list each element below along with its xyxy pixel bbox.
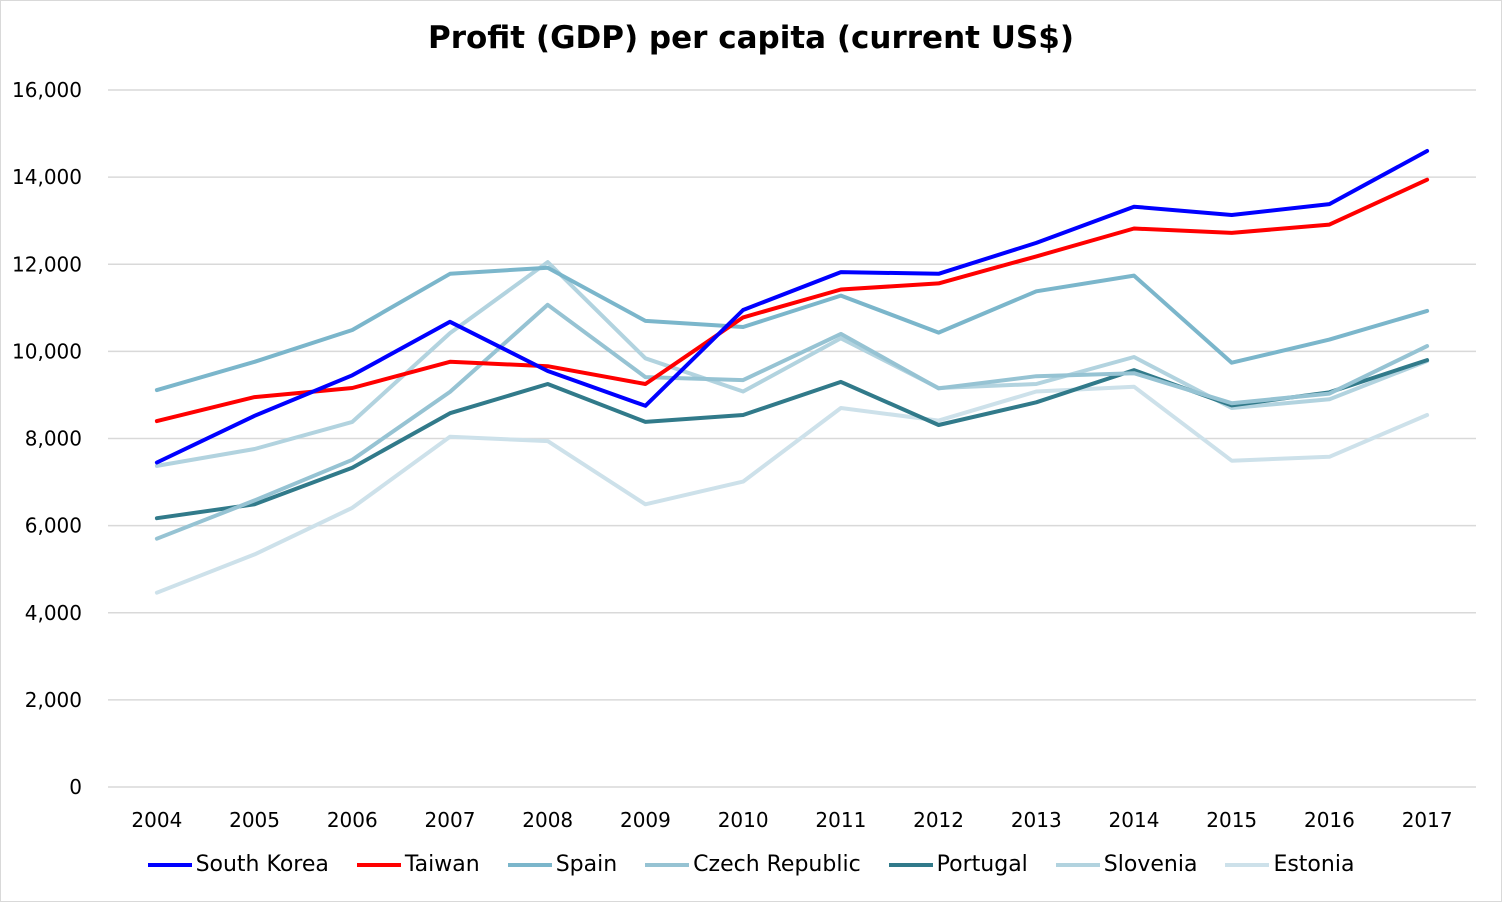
y-tick-label: 0 [69, 775, 82, 799]
x-tick-label: 2007 [425, 808, 476, 832]
legend-item: Taiwan [356, 852, 480, 877]
x-tick-label: 2015 [1206, 808, 1257, 832]
legend-label: Slovenia [1103, 852, 1198, 877]
series-line-czech-republic [154, 302, 1430, 541]
x-tick-label: 2016 [1304, 808, 1355, 832]
legend-swatch [147, 862, 192, 867]
y-tick-label: 14,000 [12, 165, 82, 189]
x-tick-label: 2006 [327, 808, 378, 832]
legend-item: Slovenia [1055, 852, 1198, 877]
x-tick-label: 2005 [229, 808, 280, 832]
series-line-estonia [154, 384, 1430, 595]
legend-swatch [645, 862, 690, 867]
legend-item: Portugal [888, 852, 1028, 877]
x-tick-label: 2009 [620, 808, 671, 832]
y-tick-label: 10,000 [12, 339, 82, 363]
chart-title: Profit (GDP) per capita (current US$) [428, 20, 1074, 56]
x-tick-label: 2017 [1402, 808, 1453, 832]
legend-swatch [1055, 862, 1100, 867]
y-tick-label: 16,000 [12, 78, 82, 102]
legend-item: Spain [507, 852, 618, 877]
series-line-taiwan [154, 177, 1430, 424]
legend-label: South Korea [195, 852, 329, 877]
series-line-spain [154, 265, 1430, 393]
legend-label: Estonia [1273, 852, 1355, 877]
legend-swatch [507, 862, 552, 867]
legend-label: Spain [555, 852, 618, 877]
x-tick-label: 2004 [131, 808, 182, 832]
chart-legend: South Korea Taiwan Spain Czech Republic Port… [0, 852, 1502, 877]
x-tick-label: 2011 [815, 808, 866, 832]
legend-swatch [888, 862, 933, 867]
y-tick-label: 2,000 [25, 688, 82, 712]
x-tick-label: 2008 [522, 808, 573, 832]
legend-item: Czech Republic [645, 852, 861, 877]
legend-label: Czech Republic [693, 852, 861, 877]
legend-item: South Korea [147, 852, 329, 877]
x-tick-label: 2013 [1011, 808, 1062, 832]
legend-item: Estonia [1225, 852, 1354, 877]
legend-swatch [1225, 862, 1270, 867]
legend-label: Taiwan [404, 852, 480, 877]
legend-label: Portugal [936, 852, 1028, 877]
y-tick-label: 8,000 [25, 427, 82, 451]
y-tick-label: 6,000 [25, 514, 82, 538]
x-tick-label: 2010 [718, 808, 769, 832]
y-tick-label: 4,000 [25, 601, 82, 625]
x-tick-label: 2012 [913, 808, 964, 832]
y-tick-label: 12,000 [12, 252, 82, 276]
legend-swatch [356, 862, 401, 867]
series-line-south-korea [154, 149, 1430, 465]
x-tick-label: 2014 [1109, 808, 1160, 832]
